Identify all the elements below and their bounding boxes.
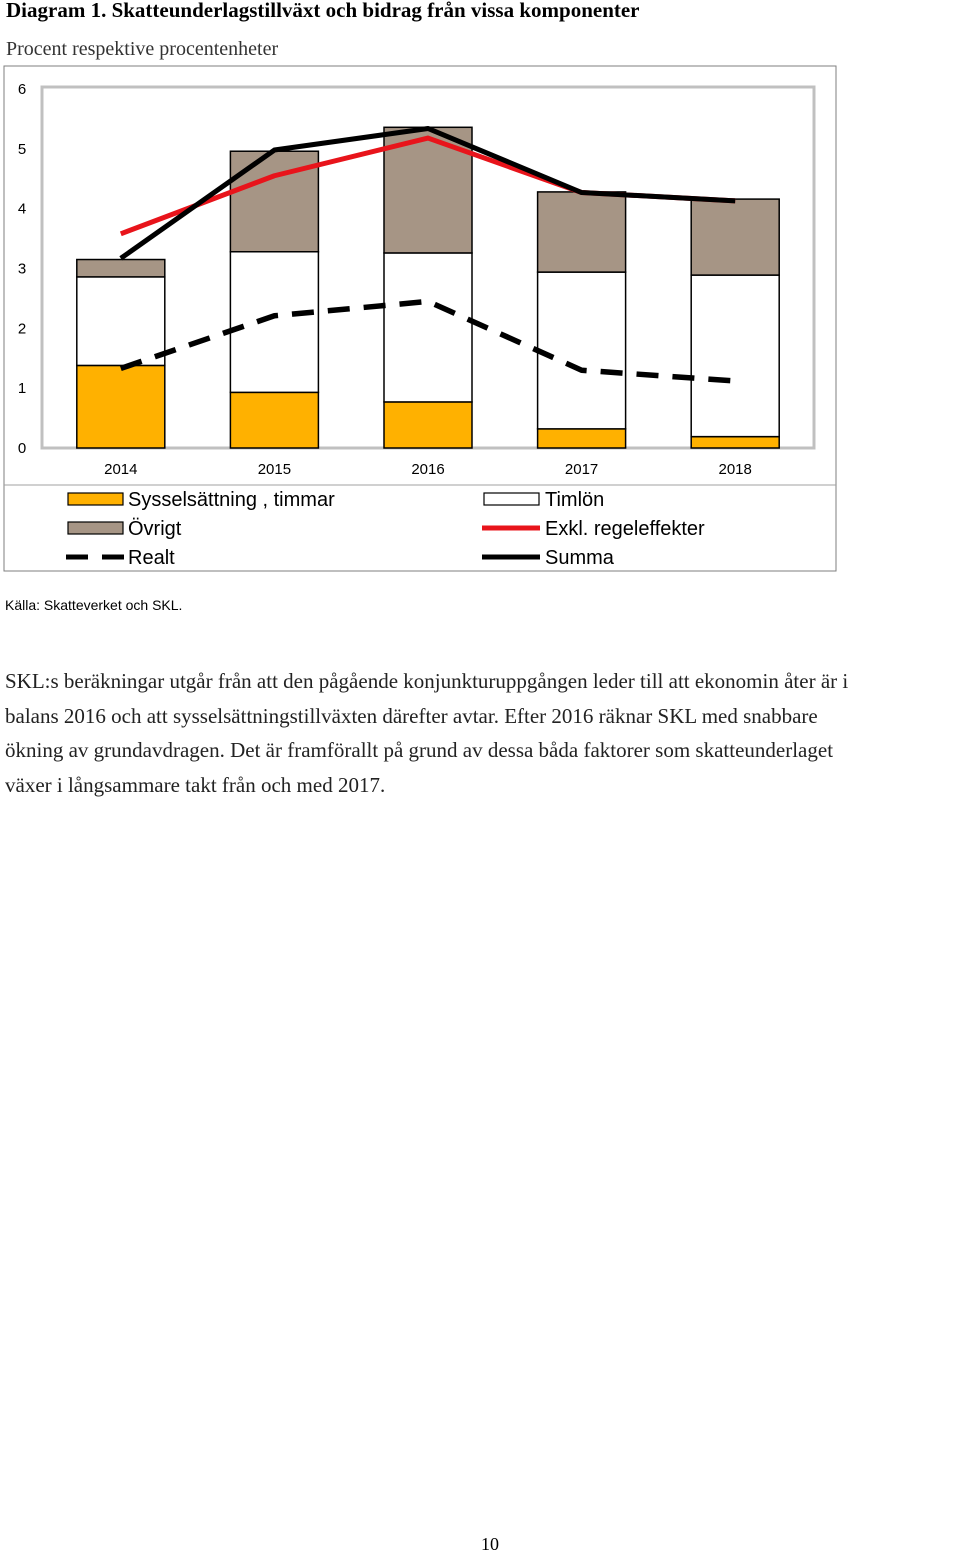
y-tick-label: 1 <box>18 380 26 397</box>
bar-segment <box>690 198 780 276</box>
x-tick-label: 2015 <box>258 461 291 478</box>
bar-segment <box>383 252 473 403</box>
chart-source: Källa: Skatteverket och SKL. <box>5 597 183 613</box>
x-tick-label: 2016 <box>411 461 444 478</box>
body-line: växer i långsammare takt från och med 20… <box>5 772 386 797</box>
bar-segment <box>383 401 473 449</box>
bar-segment <box>76 258 166 278</box>
chart-subtitle: Procent respektive procentenheter <box>6 38 279 60</box>
x-tick-label: 2017 <box>565 461 598 478</box>
x-tick-label: 2014 <box>104 461 137 478</box>
x-tick-label: 2018 <box>719 461 752 478</box>
stacked-bar-line-chart: 0 1 2 3 4 5 6 2014 2015 2016 2017 2018 Sysselsättnin… <box>3 65 837 572</box>
body-paragraph: SKL:s beräkningar utgår från att den påg… <box>5 664 960 802</box>
chart-title: Diagram 1. Skatteunderlagstillväxt och b… <box>6 0 640 22</box>
legend-label: Timlön <box>545 489 604 511</box>
legend-label: Exkl. regeleffekter <box>545 518 705 540</box>
bar-segment <box>536 428 627 449</box>
series-line <box>119 125 736 261</box>
page-number: 10 <box>481 1534 499 1554</box>
bar-segment <box>229 391 320 449</box>
bar-segment <box>76 276 166 367</box>
legend-swatch <box>67 521 124 535</box>
legend-label: Summa <box>545 547 615 569</box>
y-tick-label: 0 <box>18 440 26 457</box>
bar-segment <box>690 274 780 438</box>
body-line: ökning av grundavdragen. Det är framföra… <box>5 738 834 762</box>
legend-swatch <box>483 492 540 506</box>
legend-label: Realt <box>128 547 175 569</box>
y-tick-label: 3 <box>18 261 26 278</box>
bar-segment <box>229 250 320 394</box>
legend-label: Övrigt <box>128 518 182 540</box>
y-tick-label: 2 <box>18 320 26 337</box>
body-line: balans 2016 och att sysselsättningstillv… <box>5 703 818 728</box>
bar-segment <box>536 271 627 430</box>
legend-swatch <box>67 492 124 506</box>
y-tick-label: 6 <box>18 81 26 98</box>
bar-segment <box>76 364 166 449</box>
legend-label: Sysselsättning , timmar <box>128 489 335 511</box>
bar-segment <box>690 435 780 449</box>
series-line <box>119 298 736 384</box>
bar-segment <box>536 191 627 273</box>
y-tick-label: 4 <box>18 201 26 218</box>
body-line: SKL:s beräkningar utgår från att den påg… <box>5 669 849 693</box>
y-tick-label: 5 <box>18 141 26 158</box>
